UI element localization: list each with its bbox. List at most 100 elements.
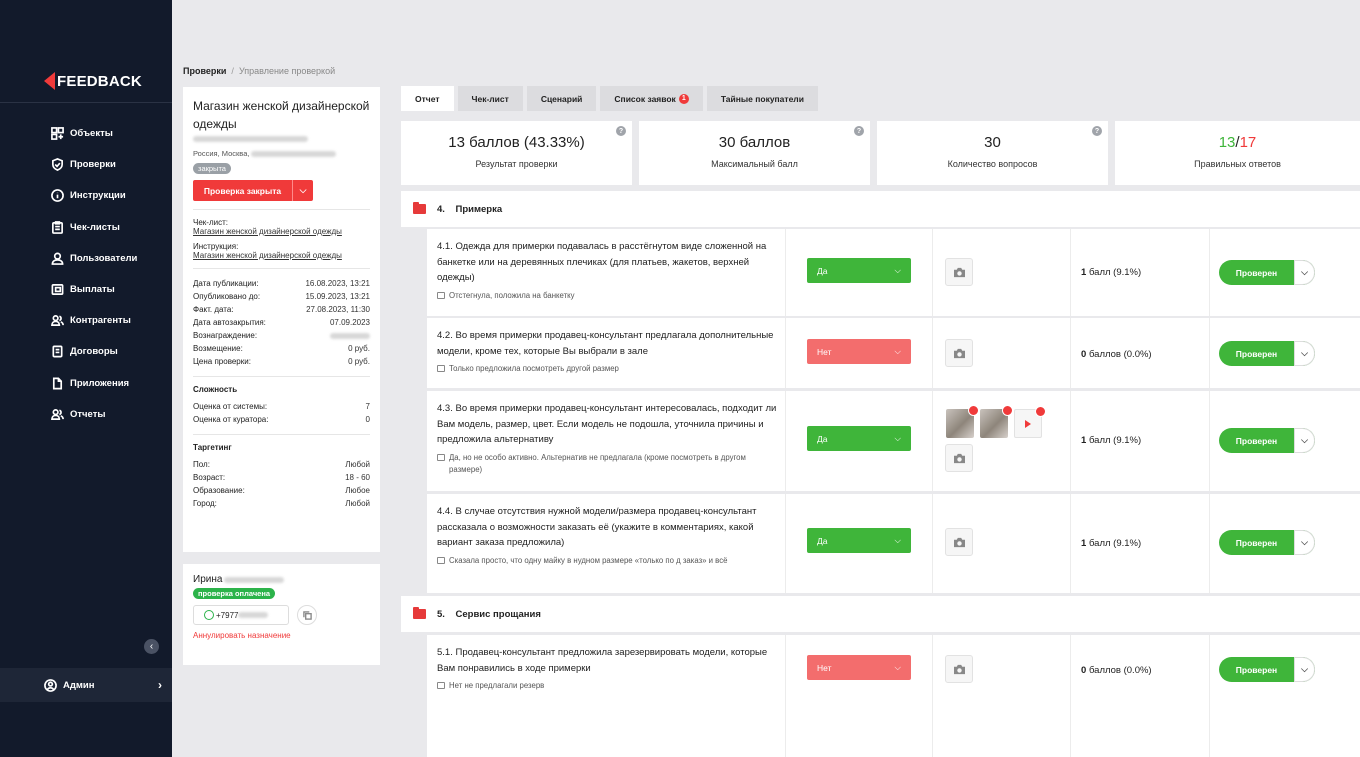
targeting-row: Город: Любой [193,499,370,508]
chevron-down-icon: ⌵ [894,265,901,275]
add-photo-button[interactable] [945,258,973,286]
section-header[interactable]: 5. Сервис прощания [401,596,1360,632]
chevron-down-icon[interactable]: ⌵ [299,185,307,195]
help-icon[interactable]: ? [1092,126,1102,136]
delete-icon[interactable] [1002,405,1013,416]
sidebar-item-reports[interactable]: Отчеты [50,399,137,430]
copy-button[interactable] [297,605,317,625]
photo-thumbnail[interactable] [946,405,979,438]
question-comment: Отстегнула, положила на банкетку [437,290,777,302]
sidebar-item-users[interactable]: Пользователи [50,243,137,274]
sidebar-item-contracts[interactable]: Договоры [50,336,137,367]
video-thumbnail[interactable] [1014,406,1046,438]
add-photo-button[interactable] [945,444,973,472]
detail-row: Факт. дата: 27.08.2023, 11:30 [193,305,370,314]
question-comment: Да, но не особо активно. Альтернатив не … [437,452,777,476]
answer-select[interactable]: Да ⌵ [807,258,911,283]
document-icon [50,345,64,359]
sidebar-nav: Объекты Проверки Инструкции Чек-листы По… [50,118,137,430]
targeting-title: Таргетинг [193,443,232,452]
sidebar-item-label: Выплаты [70,284,115,296]
chevron-down-icon[interactable]: ⌵ [1294,428,1315,453]
assignee-card: Ирина проверка оплачена +7977 Аннулирова… [183,564,380,665]
divider [0,102,172,103]
review-status-button[interactable]: Проверен ⌵ [1219,428,1315,453]
sidebar-item-label: Инструкции [70,190,126,202]
copy-icon [302,610,312,620]
section-title: Сервис прощания [455,608,541,620]
question-row: 5.1. Продавец-консультант предложила зар… [427,635,1360,757]
question-text: 4.2. Во время примерки продавец-консульт… [437,330,774,357]
stat-label: Результат проверки [475,159,558,169]
tab-checklist[interactable]: Чек-лист [457,86,523,111]
status-dropdown-button[interactable]: Проверка закрыта ⌵ [193,180,313,201]
add-photo-button[interactable] [945,528,973,556]
complexity-row: Оценка от куратора: 0 [193,415,370,424]
stat-value: 30 [984,134,1001,151]
sidebar-item-checklists[interactable]: Чек-листы [50,212,137,243]
cancel-assignment-link[interactable]: Аннулировать назначение [193,631,291,640]
sidebar-item-instructions[interactable]: Инструкции [50,180,137,211]
help-icon[interactable]: ? [616,126,626,136]
delete-icon[interactable] [968,405,979,416]
divider [193,268,370,269]
chevron-down-icon[interactable]: ⌵ [1294,530,1315,555]
sidebar-item-contractors[interactable]: Контрагенты [50,305,137,336]
user-menu[interactable]: Админ › [0,668,172,702]
photo-thumbnail[interactable] [980,405,1013,438]
wallet-icon [50,283,64,297]
review-status-button[interactable]: Проверен ⌵ [1219,657,1315,682]
question-row: 4.4. В случае отсутствия нужной модели/р… [427,494,1360,593]
answer-select[interactable]: Нет ⌵ [807,655,911,680]
answer-select[interactable]: Да ⌵ [807,528,911,553]
status-button-label: Проверка закрыта [193,180,293,201]
stat-questions: 30 Количество вопросов ? [877,121,1108,185]
sidebar-item-checks[interactable]: Проверки [50,149,137,180]
chevron-down-icon: ⌵ [894,535,901,545]
chevron-down-icon[interactable]: ⌵ [1294,341,1315,366]
stat-value: 13 баллов (43.33%) [448,134,585,151]
help-icon[interactable]: ? [854,126,864,136]
complexity-row: Оценка от системы: 7 [193,402,370,411]
breadcrumb-current: Управление проверкой [238,66,336,76]
instruction-link[interactable]: Магазин женской дизайнерской одежды [193,251,342,260]
answer-select[interactable]: Нет ⌵ [807,339,911,364]
breadcrumb-root[interactable]: Проверки [183,66,227,76]
review-status-button[interactable]: Проверен ⌵ [1219,341,1315,366]
phone-field[interactable]: +7977 [193,605,289,625]
question-row: 4.1. Одежда для примерки подавалась в ра… [427,229,1360,316]
add-photo-button[interactable] [945,339,973,367]
chevron-down-icon[interactable]: ⌵ [1294,657,1315,682]
sidebar-item-objects[interactable]: Объекты [50,118,137,149]
camera-icon [953,348,965,358]
detail-row: Возмещение: 0 руб. [193,344,370,353]
add-photo-button[interactable] [945,655,973,683]
checklist-link[interactable]: Магазин женской дизайнерской одежды [193,227,342,236]
chevron-down-icon[interactable]: ⌵ [1294,260,1315,285]
review-status-button[interactable]: Проверен ⌵ [1219,530,1315,555]
section-header[interactable]: 4. Примерка [401,191,1360,227]
collapse-sidebar-button[interactable]: ‹ [144,639,159,654]
logo[interactable]: FEEDBACK [44,72,142,90]
sidebar-item-payments[interactable]: Выплаты [50,274,137,305]
question-comment: Нет не предлагали резерв [437,680,777,692]
sidebar-item-label: Приложения [70,377,130,389]
tab-secret-shoppers[interactable]: Тайные покупатели [706,86,818,111]
tabs: Отчет Чек-лист Сценарий Список заявок 1 Т… [401,86,822,111]
chevron-left-icon: ‹ [149,641,154,652]
breadcrumb-separator: / [231,66,234,76]
question-text: 5.1. Продавец-консультант предложила зар… [437,647,768,674]
sidebar-item-label: Контрагенты [70,315,131,327]
sidebar-item-attachments[interactable]: Приложения [50,368,137,399]
tab-report[interactable]: Отчет [401,86,454,111]
question-comment: Сказала просто, что одну майку в нудном … [437,555,777,567]
targeting-row: Образование: Любое [193,486,370,495]
delete-icon[interactable] [1035,406,1046,417]
tab-applications[interactable]: Список заявок 1 [600,86,703,111]
file-icon [50,376,64,390]
chevron-down-icon: ⌵ [894,433,901,443]
answer-select[interactable]: Да ⌵ [807,426,911,451]
tab-scenario[interactable]: Сценарий [526,86,597,111]
review-status-button[interactable]: Проверен ⌵ [1219,260,1315,285]
question-text: 4.3. Во время примерки продавец-консульт… [437,403,777,445]
